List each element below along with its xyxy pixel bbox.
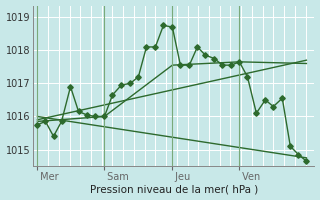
- X-axis label: Pression niveau de la mer( hPa ): Pression niveau de la mer( hPa ): [90, 184, 258, 194]
